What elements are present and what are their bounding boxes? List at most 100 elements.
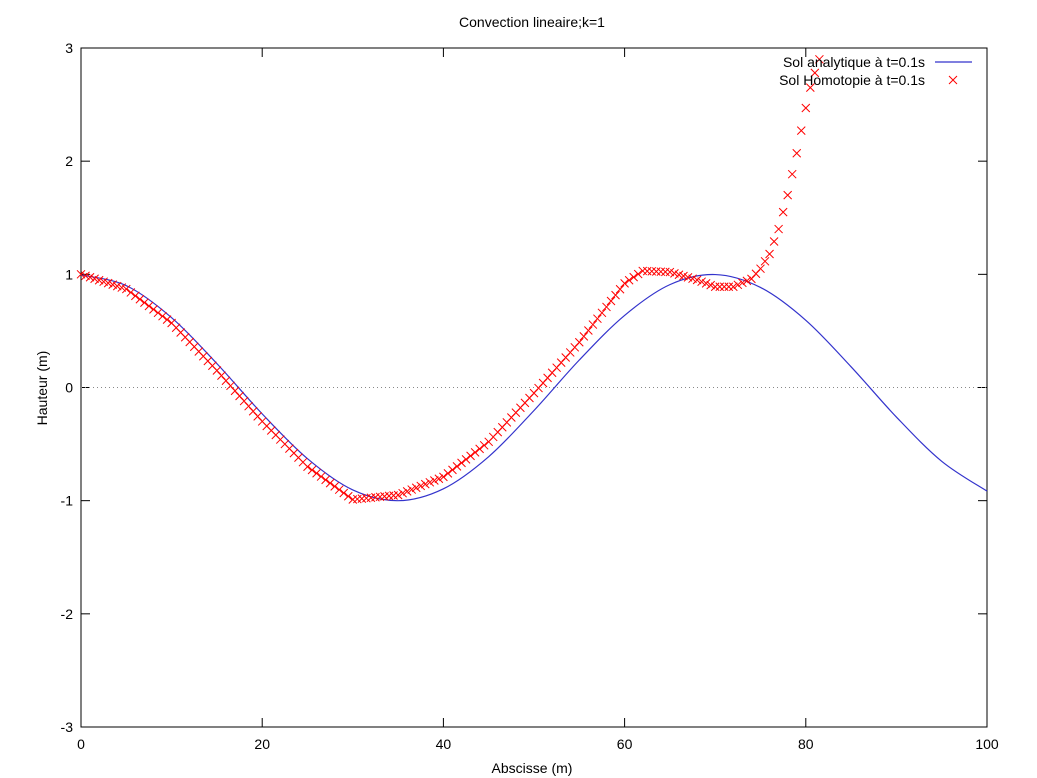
data-point [760,256,770,266]
data-point [765,249,774,259]
data-point [697,277,706,287]
data-point [810,68,820,78]
data-point [769,237,779,246]
y-tick-label: 2 [65,153,73,169]
x-tick-label: 0 [77,736,85,752]
data-point [149,305,158,314]
data-point [642,266,652,276]
data-point [651,267,661,276]
data-point [343,491,353,501]
series-markers-homotopie [76,54,824,504]
data-point [647,266,657,276]
x-tick-label: 20 [254,736,270,752]
data-point [416,481,426,491]
data-point [719,282,729,292]
data-point [661,267,670,277]
data-point [393,490,403,500]
data-point [407,485,417,494]
data-point [756,264,765,274]
data-point [692,275,702,285]
data-point [330,482,340,491]
data-point [452,462,462,471]
data-point [792,148,802,158]
data-point [470,447,480,457]
x-tick-label: 40 [436,736,452,752]
data-point [457,458,466,468]
data-point [402,487,412,496]
data-point [339,488,349,498]
data-point [593,314,602,324]
data-point [316,472,326,481]
legend-label: Sol analytique à t=0.1s [783,54,925,70]
data-point [439,472,448,482]
data-point [479,440,489,450]
data-point [429,476,439,485]
data-point [815,54,824,64]
data-point [334,485,344,495]
data-point [574,337,584,347]
data-point [724,282,734,292]
data-point [710,282,720,292]
data-point [611,290,620,300]
data-point [425,477,435,487]
data-point [434,474,444,484]
data-point [602,302,611,312]
data-point [588,320,598,329]
data-point [597,308,607,318]
y-tick-label: 0 [65,380,73,396]
data-point [121,284,131,294]
data-point [638,266,648,276]
x-tick-label: 80 [798,736,814,752]
data-point [733,280,743,290]
data-point [801,103,811,113]
chart-title: Convection lineaire;k=1 [459,14,605,30]
data-point [303,462,312,472]
data-point [448,465,457,475]
data-point [624,275,634,285]
data-point [153,308,163,318]
data-point [131,291,140,301]
data-point [144,301,154,311]
data-point [783,190,793,200]
plot-series [76,54,988,504]
data-point [715,282,725,292]
data-point [420,479,430,489]
y-tick-label: -3 [61,719,74,735]
data-point [312,468,321,478]
x-axis-label: Abscisse (m) [492,760,573,776]
x-tick-label: 60 [617,736,633,752]
y-tick-label: -1 [61,493,74,509]
series-line-analytique [80,273,988,502]
y-tick-label: -2 [61,606,74,622]
data-point [411,483,421,493]
data-point [475,444,484,454]
legend-label: Sol Homotopie à t=0.1s [779,72,925,88]
data-point [461,455,471,464]
data-point [307,465,317,475]
data-point [398,488,407,498]
data-point [579,331,589,341]
data-point [620,279,629,288]
data-point [774,224,783,234]
data-point [787,169,797,179]
data-point [158,311,167,321]
data-point [778,207,788,217]
data-point [584,326,593,335]
y-tick-label: 1 [65,266,73,282]
data-point [796,126,806,135]
data-point [162,315,172,324]
data-point [466,451,475,461]
data-point [728,282,738,292]
data-point [633,269,643,279]
data-point [742,276,752,286]
data-point [140,298,149,307]
y-axis-label: Hauteur (m) [34,351,50,426]
data-point [321,475,330,485]
data-point [656,267,666,277]
data-point [805,83,815,92]
data-point [135,294,145,304]
x-tick-label: 100 [975,736,999,752]
data-point [126,288,136,297]
axes: 0 20 40 60 80 100 -3 -2 -1 0 1 2 3 [61,40,999,752]
